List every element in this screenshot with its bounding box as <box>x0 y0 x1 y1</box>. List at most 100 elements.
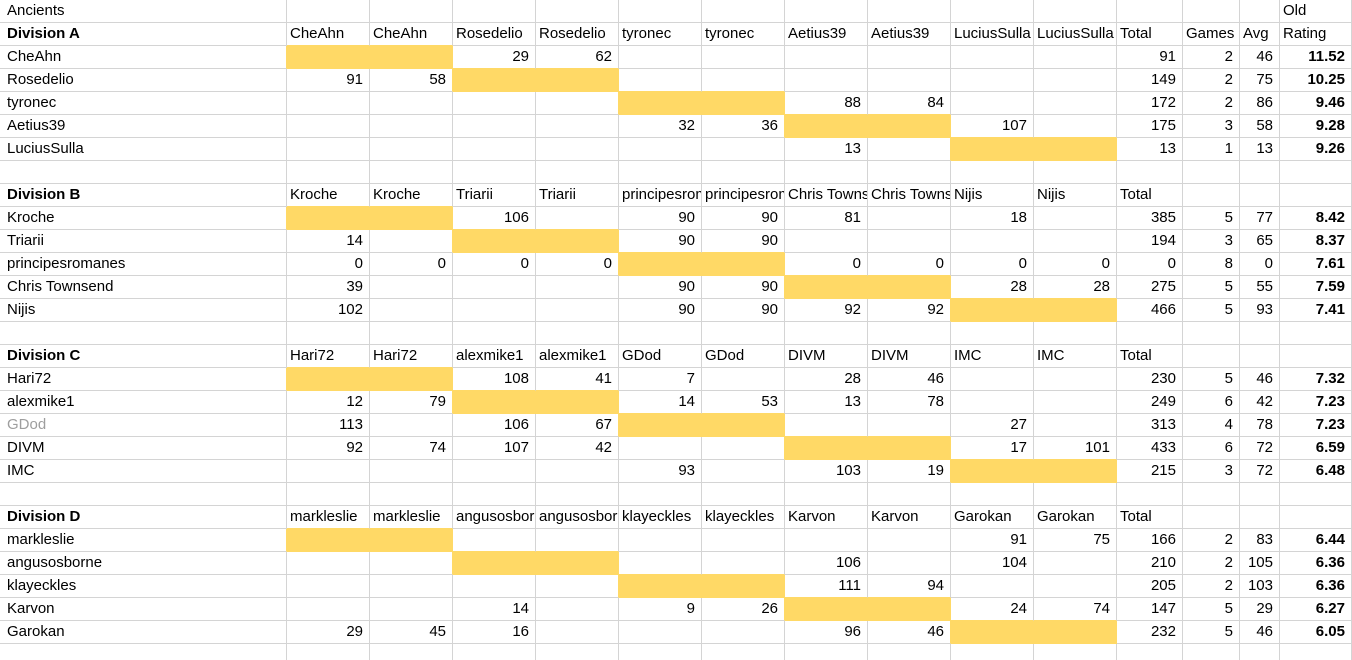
score-cell[interactable] <box>453 460 536 483</box>
self-match-cell[interactable] <box>702 414 785 437</box>
opponent-header-cell[interactable]: Nijis <box>951 184 1034 207</box>
score-cell[interactable] <box>951 69 1034 92</box>
score-cell[interactable] <box>1034 230 1117 253</box>
score-cell[interactable]: 106 <box>453 414 536 437</box>
score-cell[interactable] <box>453 138 536 161</box>
opponent-header-cell[interactable]: LuciusSulla <box>951 23 1034 46</box>
score-cell[interactable]: 36 <box>702 115 785 138</box>
cell-empty[interactable] <box>619 0 702 23</box>
total-cell[interactable]: 149 <box>1117 69 1183 92</box>
score-cell[interactable] <box>868 69 951 92</box>
player-name-cell[interactable]: alexmike1 <box>0 391 287 414</box>
cell-empty[interactable] <box>868 0 951 23</box>
cell-empty[interactable] <box>619 161 702 184</box>
score-cell[interactable]: 90 <box>702 207 785 230</box>
cell-empty[interactable] <box>951 322 1034 345</box>
score-cell[interactable] <box>453 92 536 115</box>
score-cell[interactable] <box>287 92 370 115</box>
avg-cell[interactable]: 78 <box>1240 414 1280 437</box>
total-cell[interactable]: 230 <box>1117 368 1183 391</box>
avg-cell[interactable]: 105 <box>1240 552 1280 575</box>
score-cell[interactable] <box>287 460 370 483</box>
total-cell[interactable]: 466 <box>1117 299 1183 322</box>
self-match-cell[interactable] <box>951 299 1034 322</box>
player-name-cell[interactable]: angusosborne <box>0 552 287 575</box>
avg-cell[interactable]: 42 <box>1240 391 1280 414</box>
player-name-cell[interactable]: Chris Townsend <box>0 276 287 299</box>
avg-cell[interactable]: 86 <box>1240 92 1280 115</box>
score-cell[interactable] <box>536 598 619 621</box>
opponent-header-cell[interactable]: klayeckles <box>702 506 785 529</box>
self-match-cell[interactable] <box>619 414 702 437</box>
opponent-header-cell[interactable]: principesromanes <box>702 184 785 207</box>
cell-empty[interactable] <box>453 0 536 23</box>
cell-empty[interactable] <box>370 322 453 345</box>
score-cell[interactable] <box>951 230 1034 253</box>
cell-empty[interactable] <box>1240 161 1280 184</box>
avg-cell[interactable]: 83 <box>1240 529 1280 552</box>
division-label[interactable]: Division D <box>0 506 287 529</box>
score-cell[interactable] <box>785 69 868 92</box>
self-match-cell[interactable] <box>536 552 619 575</box>
opponent-header-cell[interactable]: Chris Townsend <box>868 184 951 207</box>
total-cell[interactable]: 433 <box>1117 437 1183 460</box>
opponent-header-cell[interactable]: Triarii <box>453 184 536 207</box>
score-cell[interactable]: 93 <box>619 460 702 483</box>
cell-empty[interactable] <box>868 644 951 660</box>
opponent-header-cell[interactable]: Kroche <box>287 184 370 207</box>
player-name-cell[interactable]: tyronec <box>0 92 287 115</box>
total-cell[interactable]: 210 <box>1117 552 1183 575</box>
score-cell[interactable] <box>287 138 370 161</box>
score-cell[interactable]: 27 <box>951 414 1034 437</box>
opponent-header-cell[interactable]: GDod <box>702 345 785 368</box>
cell-empty[interactable] <box>785 161 868 184</box>
cell-empty[interactable] <box>785 483 868 506</box>
self-match-cell[interactable] <box>951 138 1034 161</box>
games-cell[interactable]: 2 <box>1183 552 1240 575</box>
self-match-cell[interactable] <box>453 230 536 253</box>
score-cell[interactable]: 0 <box>1034 253 1117 276</box>
old-rating-header-top[interactable]: Old <box>1280 0 1352 23</box>
score-cell[interactable]: 29 <box>287 621 370 644</box>
score-cell[interactable] <box>370 598 453 621</box>
score-cell[interactable]: 92 <box>287 437 370 460</box>
score-cell[interactable]: 74 <box>370 437 453 460</box>
score-cell[interactable]: 0 <box>370 253 453 276</box>
score-cell[interactable]: 45 <box>370 621 453 644</box>
cell-empty[interactable] <box>1117 161 1183 184</box>
avg-cell[interactable]: 58 <box>1240 115 1280 138</box>
self-match-cell[interactable] <box>1034 460 1117 483</box>
player-name-cell[interactable]: Triarii <box>0 230 287 253</box>
cell-empty[interactable] <box>702 161 785 184</box>
sheet-title-cell[interactable]: Ancients <box>0 0 287 23</box>
opponent-header-cell[interactable]: IMC <box>951 345 1034 368</box>
old-rating-cell[interactable]: 6.27 <box>1280 598 1352 621</box>
score-cell[interactable]: 90 <box>619 230 702 253</box>
score-cell[interactable]: 41 <box>536 368 619 391</box>
games-cell[interactable]: 5 <box>1183 368 1240 391</box>
cell-empty[interactable] <box>453 644 536 660</box>
score-cell[interactable]: 74 <box>1034 598 1117 621</box>
cell-empty[interactable] <box>702 322 785 345</box>
avg-cell[interactable]: 46 <box>1240 46 1280 69</box>
total-cell[interactable]: 385 <box>1117 207 1183 230</box>
old-rating-cell[interactable]: 7.41 <box>1280 299 1352 322</box>
games-cell[interactable]: 3 <box>1183 115 1240 138</box>
score-cell[interactable]: 62 <box>536 46 619 69</box>
self-match-cell[interactable] <box>287 46 370 69</box>
self-match-cell[interactable] <box>370 529 453 552</box>
score-cell[interactable] <box>536 276 619 299</box>
self-match-cell[interactable] <box>1034 621 1117 644</box>
cell-empty[interactable] <box>1034 322 1117 345</box>
score-cell[interactable]: 0 <box>453 253 536 276</box>
games-cell[interactable]: 8 <box>1183 253 1240 276</box>
self-match-cell[interactable] <box>619 92 702 115</box>
avg-cell[interactable]: 55 <box>1240 276 1280 299</box>
score-cell[interactable] <box>619 46 702 69</box>
opponent-header-cell[interactable]: CheAhn <box>370 23 453 46</box>
score-cell[interactable] <box>536 575 619 598</box>
old-rating-cell[interactable]: 7.23 <box>1280 414 1352 437</box>
opponent-header-cell[interactable]: Aetius39 <box>785 23 868 46</box>
old-rating-cell[interactable]: 7.32 <box>1280 368 1352 391</box>
opponent-header-cell[interactable]: tyronec <box>619 23 702 46</box>
